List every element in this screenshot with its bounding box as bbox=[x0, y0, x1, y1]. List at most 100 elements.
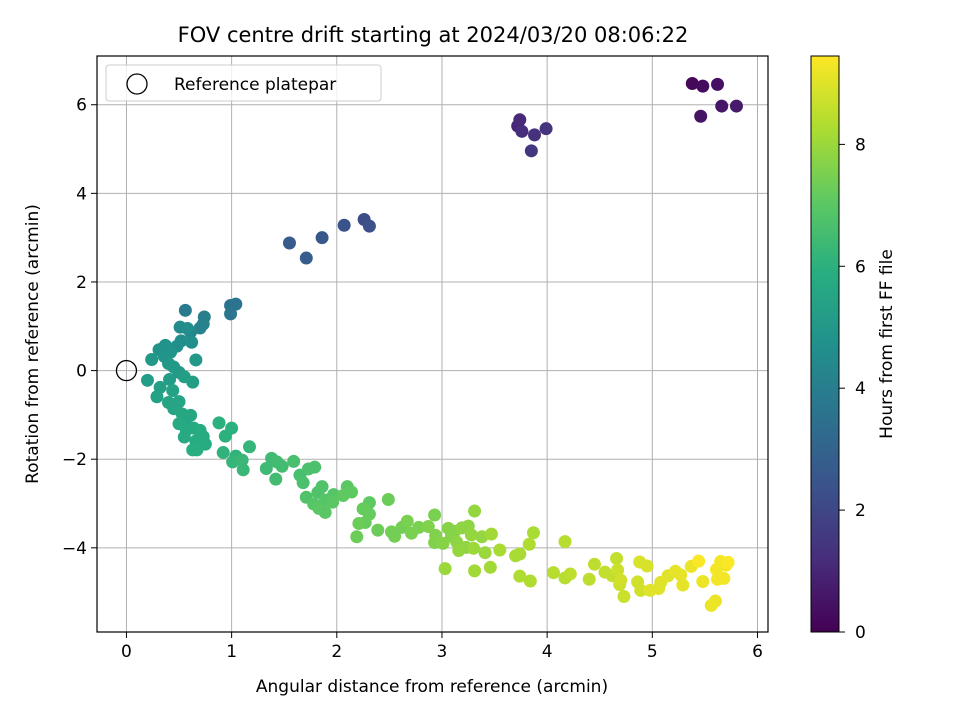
data-point bbox=[259, 462, 273, 476]
x-axis-label: Angular distance from reference (arcmin) bbox=[256, 677, 608, 697]
data-point bbox=[362, 219, 376, 233]
data-point bbox=[186, 375, 200, 389]
colorbar-tick-label: 8 bbox=[855, 135, 866, 155]
data-point bbox=[236, 463, 250, 477]
data-point bbox=[614, 573, 628, 587]
y-axis-label: Rotation from reference (arcmin) bbox=[23, 204, 43, 484]
data-point bbox=[715, 99, 729, 113]
colorbar-tick-label: 4 bbox=[855, 379, 866, 399]
data-point bbox=[523, 574, 537, 588]
data-point bbox=[617, 590, 631, 604]
data-point bbox=[282, 236, 296, 250]
data-point bbox=[166, 384, 180, 398]
data-point bbox=[467, 541, 481, 555]
data-point bbox=[522, 537, 536, 551]
data-point bbox=[468, 564, 482, 578]
data-point bbox=[185, 335, 199, 349]
x-tick-label: 3 bbox=[437, 642, 448, 662]
data-point bbox=[412, 520, 426, 534]
reference-marker bbox=[115, 359, 138, 382]
data-point bbox=[515, 124, 529, 138]
colorbar bbox=[810, 55, 840, 633]
data-point bbox=[610, 551, 624, 565]
data-point bbox=[350, 530, 364, 544]
legend-box bbox=[105, 64, 382, 102]
data-point bbox=[140, 373, 154, 387]
data-point bbox=[287, 454, 301, 468]
data-point bbox=[493, 543, 507, 557]
data-point bbox=[513, 547, 527, 561]
chart-title: FOV centre drift starting at 2024/03/20 … bbox=[178, 23, 689, 47]
data-point bbox=[337, 218, 351, 232]
data-point bbox=[229, 297, 243, 311]
data-point bbox=[539, 122, 553, 136]
data-point bbox=[729, 99, 743, 113]
legend-label: Reference platepar bbox=[174, 75, 336, 95]
data-point bbox=[371, 523, 385, 537]
grid-lines bbox=[97, 56, 768, 632]
data-point bbox=[546, 566, 560, 580]
data-point bbox=[484, 527, 498, 541]
y-tick-label: 0 bbox=[76, 362, 87, 382]
data-point bbox=[184, 408, 198, 422]
data-point bbox=[299, 251, 313, 265]
data-point bbox=[145, 353, 159, 367]
plot-frame bbox=[96, 55, 769, 633]
x-tick-label: 6 bbox=[752, 642, 763, 662]
data-point bbox=[526, 526, 540, 540]
data-point bbox=[468, 504, 482, 518]
data-point bbox=[528, 128, 542, 142]
data-point bbox=[180, 321, 194, 335]
data-point bbox=[352, 516, 366, 530]
x-tick-label: 0 bbox=[121, 642, 132, 662]
y-tick-label: 4 bbox=[76, 184, 87, 204]
data-point bbox=[177, 430, 191, 444]
y-axis-ticks: −4 −2 0 2 4 6 bbox=[62, 96, 97, 559]
data-point bbox=[524, 144, 538, 158]
data-point bbox=[150, 390, 164, 404]
data-point bbox=[163, 372, 177, 386]
data-point bbox=[708, 594, 722, 608]
data-point bbox=[225, 421, 239, 435]
data-point bbox=[563, 567, 577, 581]
legend-marker bbox=[126, 73, 148, 95]
data-point bbox=[634, 583, 648, 597]
data-point bbox=[336, 489, 350, 503]
data-point bbox=[326, 495, 340, 509]
data-point bbox=[224, 307, 238, 321]
data-point bbox=[421, 520, 435, 534]
data-point bbox=[582, 572, 596, 586]
data-point bbox=[388, 529, 402, 543]
data-point bbox=[696, 574, 710, 588]
data-point bbox=[696, 79, 710, 93]
y-tick-label: 2 bbox=[76, 273, 87, 293]
data-point bbox=[189, 353, 203, 367]
data-point bbox=[400, 514, 414, 528]
data-point bbox=[558, 535, 572, 549]
data-point bbox=[674, 568, 688, 582]
data-point bbox=[428, 508, 442, 522]
data-point bbox=[717, 571, 731, 585]
data-point bbox=[685, 76, 699, 90]
data-point bbox=[216, 446, 230, 460]
data-point bbox=[318, 505, 332, 519]
x-axis-ticks: 0 1 2 3 4 5 6 bbox=[121, 632, 763, 662]
colorbar-ticks: 0 2 4 6 8 bbox=[839, 135, 866, 643]
data-point bbox=[640, 559, 654, 573]
x-tick-label: 1 bbox=[226, 642, 237, 662]
data-point bbox=[676, 578, 690, 592]
data-point bbox=[721, 555, 735, 569]
data-point bbox=[452, 543, 466, 557]
data-point bbox=[235, 453, 249, 467]
x-tick-label: 5 bbox=[647, 642, 658, 662]
data-point bbox=[212, 416, 226, 430]
data-point bbox=[315, 480, 329, 494]
data-point bbox=[711, 77, 725, 91]
data-point bbox=[315, 231, 329, 245]
data-point bbox=[611, 563, 625, 577]
data-point bbox=[513, 113, 527, 127]
data-point bbox=[190, 443, 204, 457]
data-point bbox=[478, 546, 492, 560]
data-point bbox=[308, 460, 322, 474]
